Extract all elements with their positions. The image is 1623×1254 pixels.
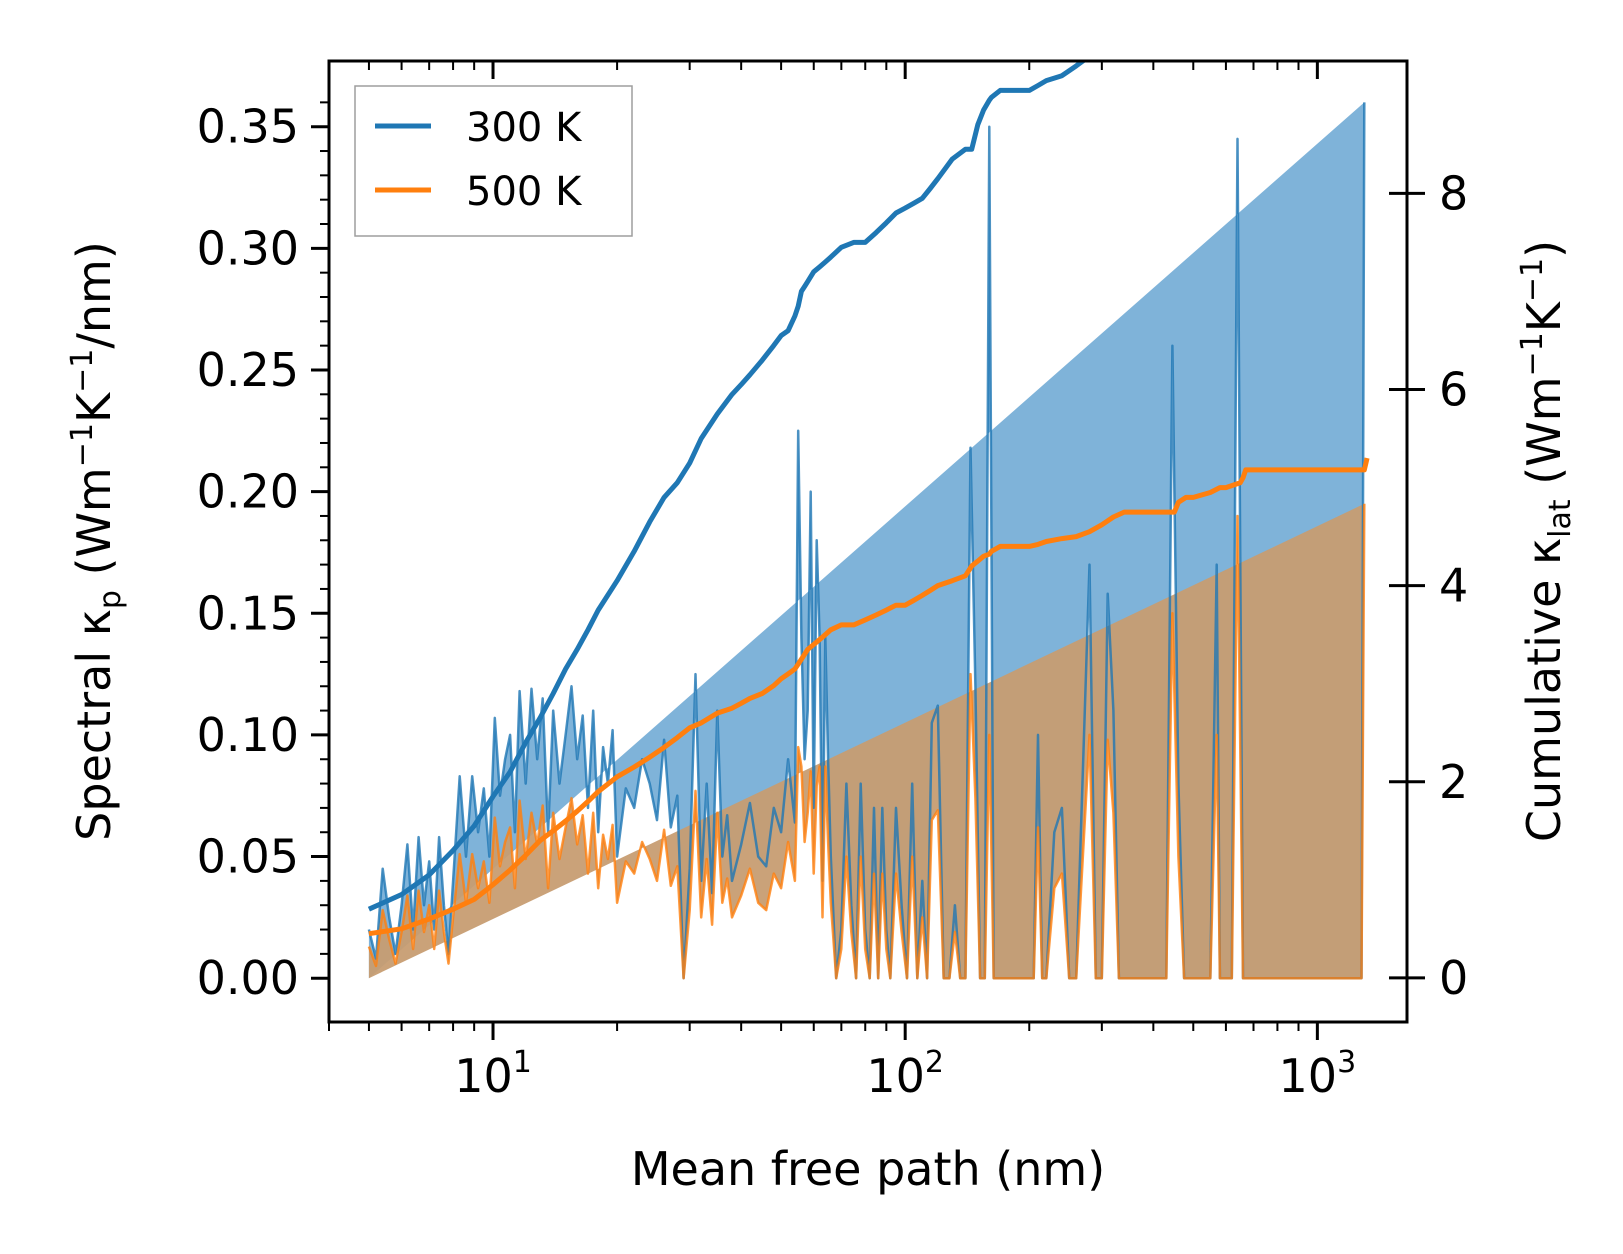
x-axis-title: Mean free path (nm) bbox=[631, 1142, 1105, 1196]
cumulative-line-500k bbox=[368, 457, 1370, 937]
spectral-line-300k bbox=[367, 102, 1366, 980]
legend-label-500k: 500 K bbox=[466, 169, 583, 215]
right-y-tick-label: 4 bbox=[1439, 559, 1468, 613]
left-y-tick-label: 0.10 bbox=[197, 708, 299, 762]
right-y-axis-title: Cumulative κlat (Wm−1K−1) bbox=[1515, 240, 1578, 842]
left-y-tick-label: 0.30 bbox=[197, 221, 299, 275]
plot-area bbox=[367, 61, 1370, 980]
x-tick-label: 103 bbox=[1279, 1045, 1357, 1103]
left-y-tick-label: 0.20 bbox=[197, 465, 299, 519]
legend-label-300k: 300 K bbox=[466, 105, 583, 151]
right-y-tick-label: 2 bbox=[1439, 755, 1468, 809]
spectral-line-500k bbox=[367, 503, 1366, 980]
left-y-tick-label: 0.35 bbox=[197, 100, 299, 154]
right-y-tick-label: 0 bbox=[1439, 951, 1468, 1005]
legend: 300 K 500 K bbox=[354, 85, 633, 237]
left-y-tick-label: 0.05 bbox=[197, 830, 299, 884]
left-y-axis-title: Spectral κp (Wm−1K−1/nm) bbox=[65, 241, 128, 841]
right-y-tick-label: 6 bbox=[1439, 363, 1468, 417]
cumulative-line-300k bbox=[367, 61, 1088, 912]
left-y-tick-label: 0.00 bbox=[197, 951, 299, 1005]
axis-ticks: 101 102 103 0.00 0.05 0.10 0.15 0.20 0.25 0.30 0.3… bbox=[197, 61, 1468, 1103]
x-tick-label: 102 bbox=[866, 1045, 944, 1103]
legend-box bbox=[354, 85, 633, 237]
left-y-tick-label: 0.25 bbox=[197, 343, 299, 397]
right-y-tick-label: 8 bbox=[1439, 166, 1468, 220]
left-y-tick-label: 0.15 bbox=[197, 586, 299, 640]
x-tick-label: 101 bbox=[454, 1045, 532, 1103]
axes-frame bbox=[327, 59, 1409, 1024]
